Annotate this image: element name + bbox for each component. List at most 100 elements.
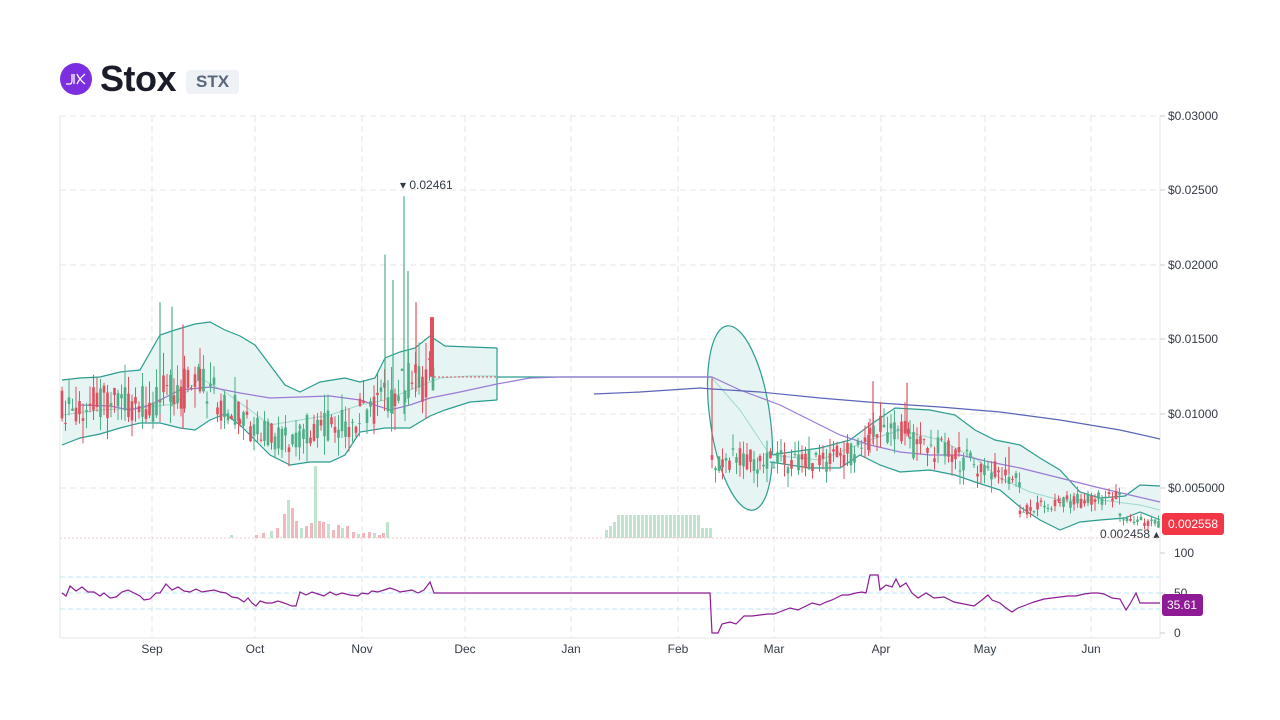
candle-up	[962, 457, 965, 471]
candle-down	[144, 409, 148, 419]
candle-down	[393, 393, 397, 407]
candle-up	[323, 412, 326, 437]
candle-up	[242, 412, 245, 426]
candle-down	[88, 403, 92, 406]
candle-down	[95, 392, 99, 408]
candle-down	[940, 438, 943, 440]
candle-up	[85, 410, 88, 412]
candle-down	[1146, 520, 1150, 526]
volume-bar	[661, 515, 664, 538]
candle-up	[1076, 493, 1079, 504]
candle-up	[1122, 519, 1125, 521]
candle-down	[957, 447, 961, 453]
candle-down	[165, 384, 169, 386]
candle-up	[896, 429, 900, 431]
candle-up	[772, 467, 776, 469]
candle-up	[263, 420, 266, 442]
candle-up	[793, 453, 797, 455]
candle-up	[1132, 521, 1136, 524]
candle-down	[758, 456, 762, 462]
candle-down	[979, 463, 983, 473]
candle-up	[302, 429, 305, 440]
candle-up	[202, 368, 205, 392]
time-axis-label: Oct	[246, 642, 265, 656]
volume-bar	[681, 515, 684, 538]
volume-bar	[327, 524, 330, 538]
volume-bar	[645, 515, 648, 538]
candle-up	[860, 447, 863, 449]
candle-down	[875, 434, 879, 438]
candle-up	[233, 394, 237, 425]
candle-up	[1032, 511, 1036, 513]
moving-average-short	[79, 376, 1161, 503]
candle-down	[1025, 504, 1029, 515]
candle-up	[223, 394, 226, 418]
bollinger-upper-line	[61, 321, 498, 393]
candle-up	[929, 444, 933, 446]
candle-down	[333, 426, 337, 433]
candle-down	[1129, 518, 1132, 521]
candle-down	[64, 423, 67, 425]
volume-bar	[352, 532, 355, 538]
time-axis-label: Mar	[764, 642, 785, 656]
candle-up	[340, 410, 344, 432]
volume-bar	[346, 526, 349, 538]
volume-bar	[665, 515, 668, 538]
candle-down	[1039, 500, 1043, 502]
price-axis-label: $0.01500	[1168, 332, 1218, 346]
candle-up	[1125, 518, 1129, 521]
time-axis-label: Jun	[1081, 642, 1100, 656]
candle-up	[765, 452, 769, 469]
candle-down	[428, 358, 431, 361]
min-price-annotation: 0.002458 ▴	[1100, 527, 1159, 541]
candle-up	[1043, 505, 1046, 508]
candle-up	[779, 450, 783, 455]
time-axis-label: Dec	[454, 642, 475, 656]
candle-down	[1114, 490, 1118, 500]
candle-down	[358, 398, 362, 406]
candle-down	[903, 420, 907, 434]
candle-down	[74, 407, 78, 422]
candle-up	[1007, 477, 1011, 484]
volume-bar	[287, 500, 290, 538]
candle-down	[319, 419, 323, 426]
candle-up	[797, 454, 800, 471]
candle-up	[155, 387, 158, 416]
candle-down	[993, 461, 997, 478]
candle-down	[421, 376, 424, 402]
candle-up	[1022, 511, 1025, 513]
candle-down	[376, 392, 379, 396]
candle-up	[120, 394, 123, 399]
candle-up	[417, 366, 421, 388]
candle-up	[958, 470, 962, 472]
bollinger-lower-line	[61, 399, 498, 466]
candle-up	[1100, 498, 1104, 505]
candle-down	[372, 396, 376, 424]
candle-down	[821, 452, 825, 459]
bollinger-lower-line-right	[769, 454, 1161, 531]
rsi-line	[61, 574, 1160, 634]
candle-down	[842, 455, 846, 466]
volume-bar	[368, 532, 371, 538]
price-axis-label: $0.03000	[1168, 109, 1218, 123]
candle-up	[123, 387, 127, 411]
candle-down	[933, 458, 936, 463]
candle-down	[259, 439, 263, 441]
candle-up	[316, 419, 319, 439]
candle-down	[879, 415, 882, 432]
bollinger-band-fill-right	[770, 408, 1160, 530]
volume-bar	[697, 515, 700, 538]
candle-down	[790, 460, 793, 469]
volume-bar	[318, 521, 321, 538]
candle-down	[230, 415, 233, 420]
candle-up	[351, 421, 354, 423]
candle-down	[92, 387, 95, 411]
candle-down	[900, 421, 903, 442]
coin-name: Stox	[100, 58, 177, 99]
candle-up	[337, 429, 340, 438]
candle-up	[1153, 519, 1157, 524]
candle-up	[1118, 492, 1121, 496]
volume-bar	[657, 515, 660, 538]
candle-down	[846, 442, 849, 454]
